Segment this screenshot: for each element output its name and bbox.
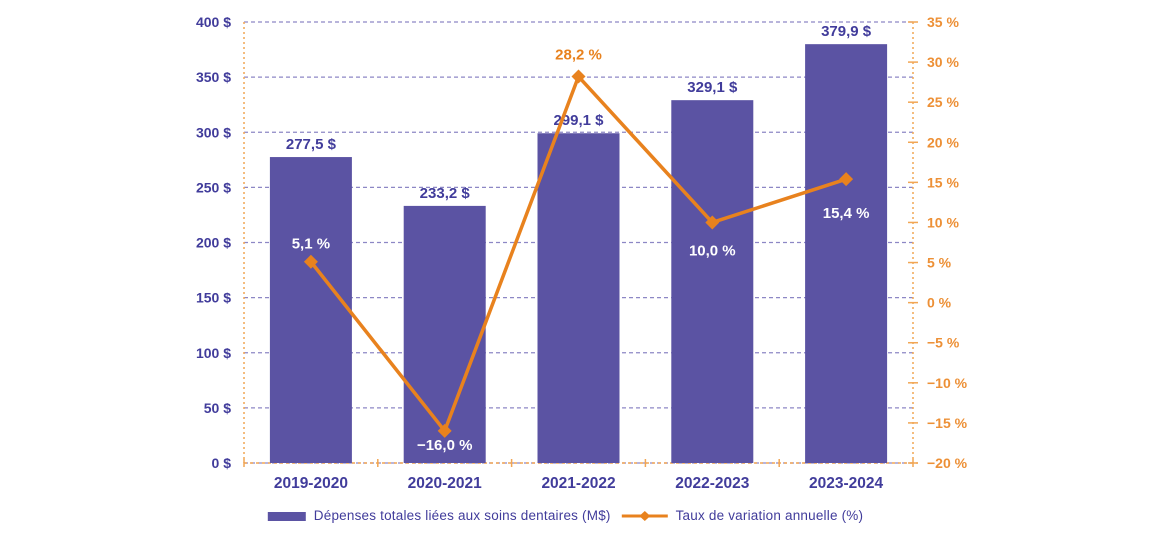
left-axis-tick-label: 200 $ [196,235,231,251]
x-axis-category-label: 2022-2023 [675,475,750,492]
right-axis-tick-label: 15 % [927,174,959,190]
variation-point-icon [571,69,586,84]
variation-point-icon [303,254,318,269]
right-axis-tick-label: −5 % [927,335,960,351]
bar-value-label: 329,1 $ [687,79,738,96]
left-axis-tick-label: 50 $ [204,400,231,416]
legend-item-expenses: Dépenses totales liées aux soins dentair… [267,508,611,523]
legend-item-variation: Taux de variation annuelle (%) [621,508,864,523]
bar-value-label: 379,9 $ [821,23,872,40]
right-axis-tick-label: 30 % [927,54,959,70]
variation-point-label: −16,0 % [417,437,472,454]
right-axis-tick-label: 0 % [927,295,952,311]
left-axis-tick-label: 300 $ [196,124,231,140]
variation-point-icon [839,172,854,187]
right-axis-tick-label: 20 % [927,134,959,150]
left-axis-tick-label: 150 $ [196,290,231,306]
legend-label-variation: Taux de variation annuelle (%) [675,508,864,523]
x-axis-category-label: 2019-2020 [274,475,348,492]
x-axis-category-label: 2023-2024 [809,475,884,492]
left-axis-tick-label: 0 $ [212,455,232,471]
right-axis-tick-label: 25 % [927,94,959,110]
x-axis-category-label: 2021-2022 [541,475,615,492]
right-axis-tick-label: −10 % [927,375,968,391]
variation-point-label: 10,0 % [689,242,736,259]
variation-point-label: 5,1 % [292,236,330,253]
line-swatch-icon [621,510,668,521]
left-axis-tick-label: 400 $ [196,14,231,30]
expense-bar [671,100,754,464]
variation-point-label: 28,2 % [555,47,602,64]
expense-bar [537,133,620,463]
bar-swatch-icon [267,511,306,521]
right-axis-tick-label: −15 % [927,415,968,431]
legend-label-expenses: Dépenses totales liées aux soins dentair… [313,508,611,523]
left-axis-tick-label: 350 $ [196,69,231,85]
bar-value-label: 233,2 $ [420,185,471,202]
combo-chart: 400 $ 350 $ 300 $ 250 $ 200 $ 150 $ 100 $ 50 $ 0… [196,14,968,492]
right-axis-tick-label: 10 % [927,214,959,230]
variation-point-label: 15,4 % [823,205,870,222]
left-axis-tick-label: 100 $ [196,345,231,361]
bar-value-label: 299,1 $ [553,112,604,129]
right-axis-tick-label: 35 % [927,14,959,30]
expense-bar [805,44,888,464]
bar-value-label: 277,5 $ [286,136,337,153]
x-axis-category-label: 2020-2021 [408,475,483,492]
right-axis-tick-label: 5 % [927,255,952,271]
expense-bar [403,205,486,463]
expense-bar [269,157,352,463]
right-axis-tick-label: −20 % [927,455,968,471]
left-axis-tick-label: 250 $ [196,179,231,195]
variation-point-icon [437,423,452,438]
variation-point-icon [705,215,720,230]
chart-legend: Dépenses totales liées aux soins dentair… [267,508,863,523]
